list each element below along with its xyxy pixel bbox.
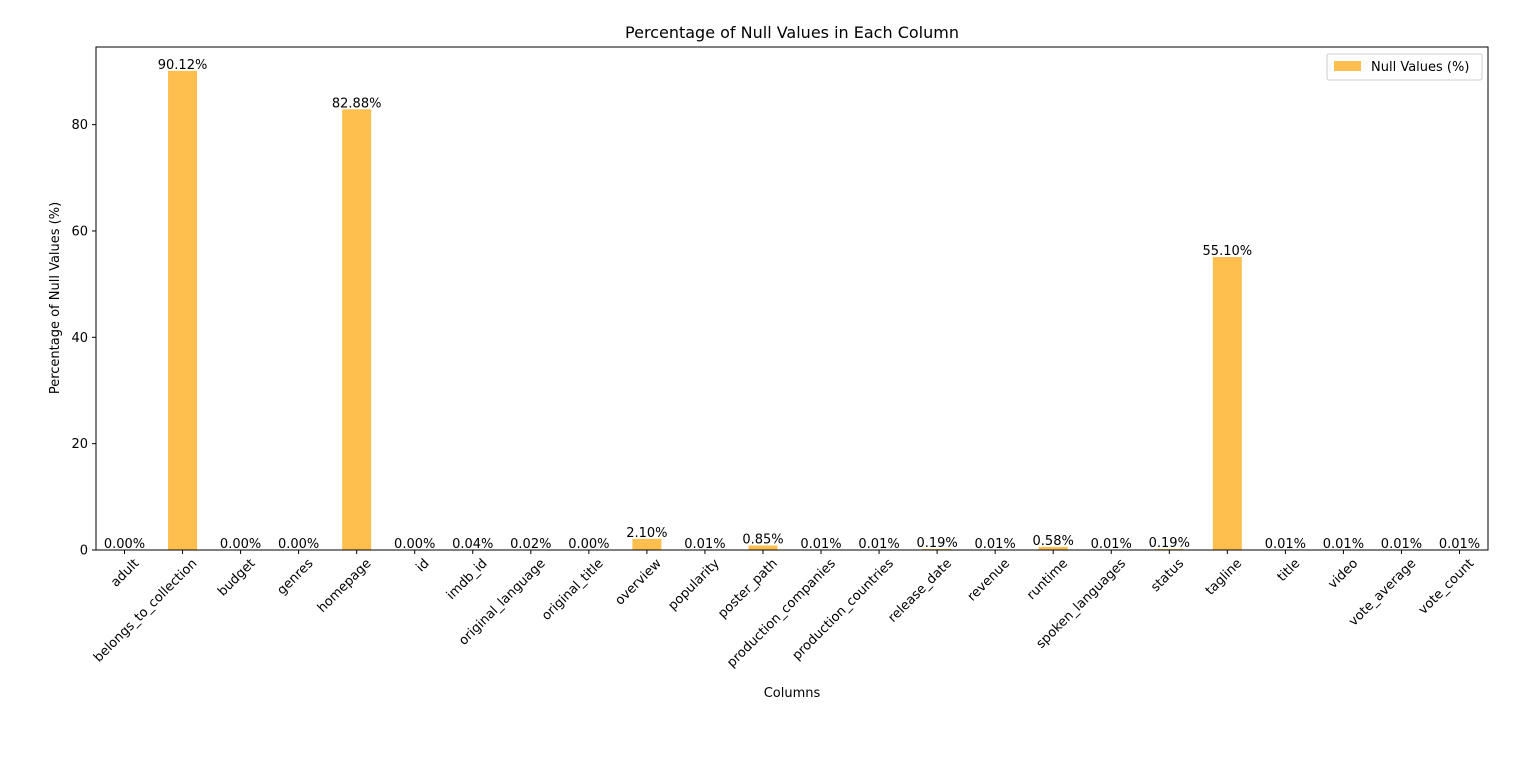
chart-title: Percentage of Null Values in Each Column bbox=[625, 23, 959, 42]
x-tick-label: original_title bbox=[539, 556, 607, 624]
x-tick-label: title bbox=[1275, 556, 1304, 585]
bar-value-label: 0.01% bbox=[1323, 537, 1364, 552]
bar bbox=[922, 548, 952, 550]
bar-value-label: 0.19% bbox=[916, 536, 957, 551]
x-tick-label: status bbox=[1148, 556, 1187, 595]
bar-value-label: 0.01% bbox=[1439, 537, 1480, 552]
bar-value-label: 2.10% bbox=[626, 526, 667, 541]
bar bbox=[1212, 257, 1242, 550]
x-tick-label: runtime bbox=[1024, 556, 1071, 603]
x-tick-label: genres bbox=[275, 556, 317, 598]
bar bbox=[342, 109, 372, 550]
bar-labels-group: 0.00% 90.12% 0.00% 0.00% 82.88% 0.00% 0.04% 0.0… bbox=[104, 58, 1480, 552]
y-axis-label: Percentage of Null Values (%) bbox=[48, 202, 63, 394]
x-tick-label: overview bbox=[612, 556, 665, 609]
bar-value-label: 0.01% bbox=[974, 537, 1015, 552]
bar-value-label: 0.01% bbox=[1381, 537, 1422, 552]
bar-value-label: 0.00% bbox=[220, 537, 261, 552]
y-tick-label: 80 bbox=[71, 118, 88, 133]
bar-value-label: 0.00% bbox=[394, 537, 435, 552]
bar-value-label: 0.19% bbox=[1149, 536, 1190, 551]
x-axis-label: Columns bbox=[764, 686, 821, 701]
bar-value-label: 0.01% bbox=[858, 537, 899, 552]
x-tick-label: popularity bbox=[665, 556, 723, 614]
bars-group bbox=[168, 70, 1474, 551]
bar-value-label: 0.85% bbox=[742, 532, 783, 547]
bar-value-label: 0.00% bbox=[104, 537, 145, 552]
bar bbox=[1038, 546, 1068, 550]
x-tick-label: poster_path bbox=[715, 556, 780, 621]
x-tick-label: vote_count bbox=[1416, 556, 1477, 617]
bar bbox=[748, 545, 778, 550]
plot-frame bbox=[95, 46, 1489, 551]
y-axis: 0 20 40 60 80 bbox=[71, 118, 96, 559]
bar bbox=[1154, 548, 1184, 550]
bar-value-label: 0.00% bbox=[278, 537, 319, 552]
bar-value-label: 0.02% bbox=[510, 537, 551, 552]
x-tick-label: imdb_id bbox=[444, 556, 491, 603]
x-tick-label: revenue bbox=[965, 556, 1013, 604]
legend-label: Null Values (%) bbox=[1371, 60, 1469, 75]
x-tick-label: tagline bbox=[1203, 556, 1245, 598]
bar-value-label: 0.01% bbox=[684, 537, 725, 552]
x-tick-label: production_countries bbox=[790, 556, 897, 663]
bar-value-label: 0.04% bbox=[452, 537, 493, 552]
x-tick-label: homepage bbox=[315, 556, 375, 616]
x-tick-label: belongs_to_collection bbox=[91, 556, 200, 665]
bar-value-label: 0.01% bbox=[800, 537, 841, 552]
bar-value-label: 0.00% bbox=[568, 537, 609, 552]
x-tick-label: budget bbox=[215, 556, 258, 599]
legend: Null Values (%) bbox=[1326, 53, 1483, 81]
bar-value-label: 55.10% bbox=[1203, 244, 1253, 259]
bar bbox=[168, 70, 198, 551]
x-tick-label: production_companies bbox=[724, 556, 839, 671]
legend-swatch bbox=[1334, 61, 1361, 71]
x-tick-label: video bbox=[1326, 556, 1362, 592]
bar-value-label: 90.12% bbox=[158, 58, 208, 73]
y-tick-label: 60 bbox=[71, 224, 88, 239]
bar-value-label: 0.58% bbox=[1033, 534, 1074, 549]
y-tick-label: 0 bbox=[80, 544, 88, 559]
bar bbox=[632, 538, 662, 550]
bar-value-label: 0.01% bbox=[1265, 537, 1306, 552]
bar-value-label: 82.88% bbox=[332, 96, 382, 111]
y-tick-label: 20 bbox=[71, 437, 88, 452]
x-tick-label: adult bbox=[108, 556, 142, 590]
x-tick-label: id bbox=[414, 556, 433, 575]
y-tick-label: 40 bbox=[71, 331, 88, 346]
legend-box bbox=[1326, 53, 1483, 81]
bar-value-label: 0.01% bbox=[1091, 537, 1132, 552]
